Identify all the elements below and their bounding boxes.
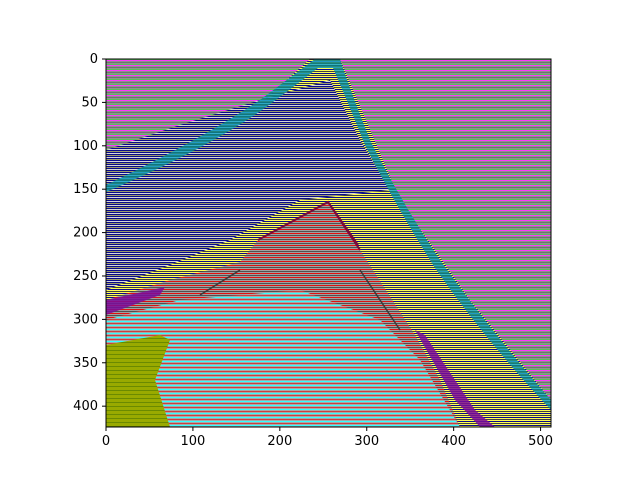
y-tick-label: 350 <box>73 356 98 371</box>
y-tick-label: 400 <box>73 399 98 414</box>
olive-region <box>106 335 170 427</box>
cyan-region <box>106 290 460 427</box>
y-tick-label: 50 <box>81 95 98 110</box>
x-tick-label: 300 <box>354 434 379 449</box>
navy-region <box>106 80 390 290</box>
image-content <box>106 59 551 427</box>
x-tick-label: 400 <box>441 434 466 449</box>
y-tick-label: 150 <box>73 182 98 197</box>
x-axis-ticks: 0 100 200 300 400 500 <box>102 427 553 449</box>
y-tick-label: 250 <box>73 269 98 284</box>
y-tick-label: 300 <box>73 312 98 327</box>
purple-streak-left <box>106 287 165 315</box>
y-tick-label: 100 <box>73 139 98 154</box>
y-tick-label: 200 <box>73 226 98 241</box>
y-axis-ticks: 0 50 100 150 200 250 300 350 400 <box>73 52 106 414</box>
x-tick-label: 0 <box>102 434 110 449</box>
x-tick-label: 500 <box>528 434 553 449</box>
axes-frame <box>105 58 552 428</box>
purple-streak-right <box>415 330 495 427</box>
x-tick-label: 200 <box>267 434 292 449</box>
pyramid-lower-edge <box>199 269 401 331</box>
y-tick-label: 0 <box>90 52 98 67</box>
pyramid-edge <box>257 200 361 251</box>
x-tick-label: 100 <box>181 434 206 449</box>
